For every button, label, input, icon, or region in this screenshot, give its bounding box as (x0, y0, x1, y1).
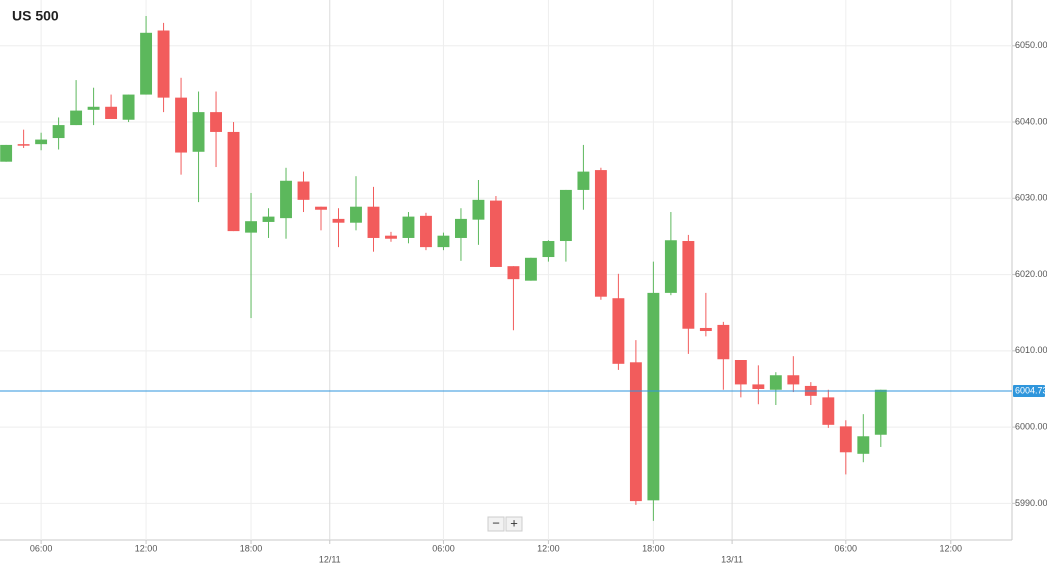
candle-body (734, 360, 747, 385)
y-tick-label: 6040.00 (1015, 116, 1047, 126)
zoom-in-label[interactable]: + (510, 515, 518, 530)
zoom-out-button[interactable] (487, 516, 505, 532)
x-tick-label: 06:00 (432, 543, 455, 553)
candle-body (17, 144, 30, 146)
candle-body (332, 218, 345, 223)
candle-body (717, 324, 730, 360)
candle-body (70, 110, 83, 126)
candle-body (35, 139, 48, 145)
candle-body (874, 389, 887, 435)
x-tick-label: 12:00 (135, 543, 158, 553)
candle-body (857, 436, 870, 454)
candle-body (192, 112, 205, 152)
candle-body (245, 221, 257, 233)
candle-body (507, 266, 520, 280)
candle-body (839, 426, 852, 453)
y-tick-label: 5990.00 (1015, 498, 1047, 508)
candle-body (87, 106, 100, 110)
candle-body (402, 216, 415, 238)
candle-body (524, 257, 537, 281)
candle-body (280, 180, 292, 219)
candle-body (787, 375, 800, 385)
candle-body (822, 397, 835, 425)
last-price-box (1013, 385, 1045, 398)
candle-body (227, 131, 240, 232)
candle-body (559, 189, 572, 242)
candle-body (489, 200, 502, 267)
candle-body (0, 144, 13, 162)
x-tick-label: 12:00 (537, 543, 560, 553)
y-tick-label: 6020.00 (1015, 269, 1047, 279)
candle-body (175, 97, 188, 153)
candle-body (315, 206, 327, 210)
candle-body (682, 241, 695, 329)
candle-body (367, 206, 380, 238)
candle-body (455, 218, 467, 238)
candle-body (437, 235, 450, 248)
x-tick-label: 12/11 (319, 554, 341, 564)
y-tick-label: 6030.00 (1015, 193, 1047, 203)
candle-body (385, 235, 397, 239)
y-tick-label: 6010.00 (1015, 345, 1047, 355)
y-tick-label: 6050.00 (1015, 40, 1047, 50)
candle-body (140, 32, 153, 95)
candle-body (210, 112, 222, 132)
candle-body (699, 327, 712, 332)
zoom-out-label[interactable]: − (492, 515, 500, 530)
x-tick-label: 13/11 (721, 554, 743, 564)
zoom-controls: − + (487, 515, 523, 532)
candle-body (350, 206, 362, 223)
candle-body (297, 181, 310, 200)
candle-body (122, 94, 135, 120)
y-tick-label: 6000.00 (1015, 421, 1047, 431)
candle-body (52, 125, 65, 139)
candle-body (647, 292, 660, 501)
candle-body (664, 240, 677, 293)
candles (0, 16, 887, 521)
x-tick-label: 12:00 (940, 543, 963, 553)
x-tick-label: 06:00 (30, 543, 53, 553)
candle-body (594, 170, 607, 297)
x-tick-label: 18:00 (642, 543, 665, 553)
chart-title: US 500 (12, 8, 59, 24)
x-tick-label: 18:00 (240, 543, 263, 553)
candle-body (420, 215, 432, 248)
x-tick-label: 06:00 (835, 543, 858, 553)
last-price-label: 6004.73 (1015, 385, 1047, 395)
candle-body (105, 106, 118, 119)
candle-body (612, 298, 625, 364)
candle-body (629, 362, 642, 502)
candle-body (157, 30, 170, 98)
candle-body (542, 241, 555, 258)
zoom-in-button[interactable] (505, 516, 523, 532)
candle-body (472, 199, 485, 220)
candle-body (577, 171, 590, 190)
candle-body (262, 216, 275, 222)
candle-body (752, 384, 765, 389)
candle-body (769, 375, 782, 390)
